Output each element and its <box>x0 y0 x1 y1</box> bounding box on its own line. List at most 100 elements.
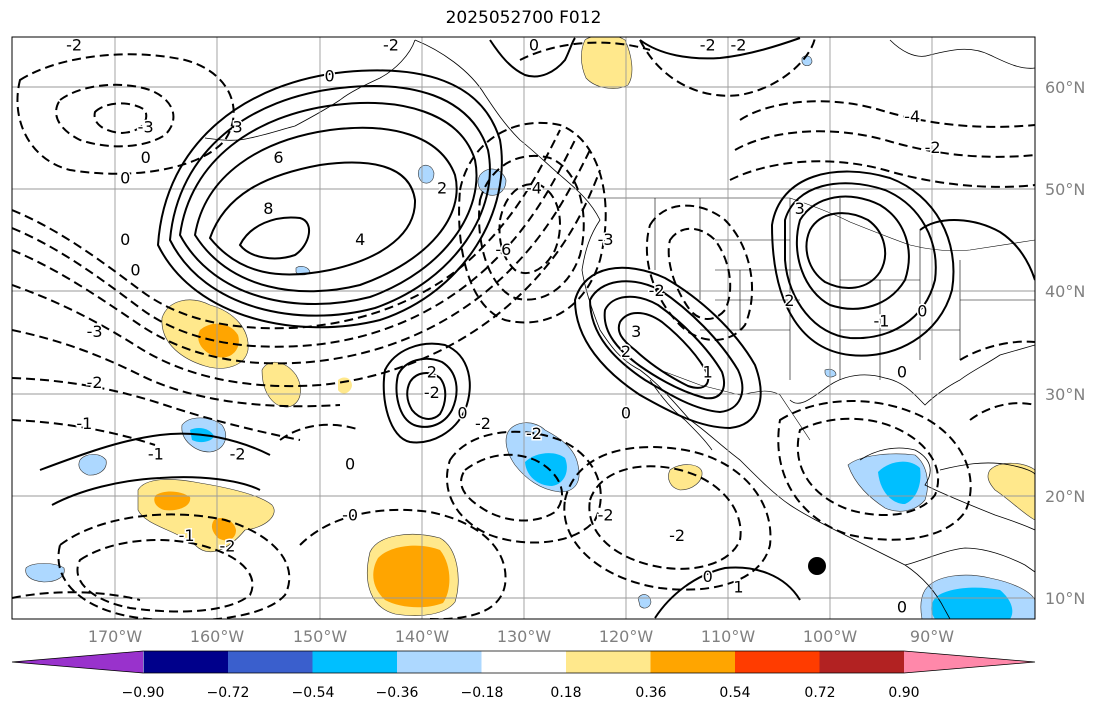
contour-solid <box>168 85 491 317</box>
contour-label: -1 <box>148 444 164 463</box>
contour-solid <box>395 357 458 428</box>
negative-contours <box>12 37 1035 619</box>
colorbar-tick-labels: −0.90 −0.72 −0.54 −0.36 −0.18 0.18 0.36 … <box>122 685 920 701</box>
lon-label: 140°W <box>395 627 450 646</box>
contour-label: 3 <box>233 117 243 136</box>
contour-label: 0 <box>703 567 713 586</box>
colorbar-segment <box>650 651 736 673</box>
contour-label: -2 <box>925 138 941 157</box>
colorbar-segment <box>481 651 567 673</box>
shade-negative <box>637 594 652 609</box>
contour-dashed <box>969 402 1035 421</box>
contour-solid <box>603 295 725 400</box>
colorbar-segment <box>143 651 229 673</box>
shade-positive <box>198 323 239 358</box>
contour-label: 0 <box>120 230 130 249</box>
colorbar-tick: −0.72 <box>207 685 250 701</box>
lon-label: 100°W <box>803 627 858 646</box>
contour-solid <box>795 195 910 310</box>
contour-label: 0 <box>917 301 927 320</box>
contour-label: -2 <box>87 373 103 392</box>
coastline-canada-east <box>889 39 1035 69</box>
contour-label: 1 <box>703 363 713 382</box>
shade-negative <box>417 164 435 184</box>
lon-label: 150°W <box>293 627 348 646</box>
colorbar-extension-low <box>12 651 143 673</box>
contour-label: -2 <box>598 506 614 525</box>
map-title: 2025052700 F012 <box>445 8 602 28</box>
contour-label: -2 <box>730 36 746 55</box>
us-canada-border <box>590 197 1035 252</box>
contour-solid <box>193 126 458 293</box>
contour-solid <box>919 219 1035 281</box>
contour-dashed <box>458 121 607 324</box>
contour-label: 2 <box>784 291 794 310</box>
contour-dashed <box>16 53 235 175</box>
shade-positive <box>987 462 1035 521</box>
contour-label: -3 <box>598 230 614 249</box>
lat-label: 40°N <box>1045 282 1085 301</box>
contour-solid <box>208 161 417 276</box>
colorbar-tick: 0.36 <box>635 685 666 701</box>
shade-negative <box>931 587 1013 619</box>
contour-solid <box>39 432 271 471</box>
contour-dashed <box>279 423 361 441</box>
contour-dashed <box>12 139 576 348</box>
contour-label: 3 <box>631 322 641 341</box>
shade-negative <box>801 55 813 67</box>
contour-solid <box>489 37 576 78</box>
contour-label: 2 <box>621 342 631 361</box>
contour-dashed <box>57 513 291 619</box>
contour-label: -2 <box>66 36 82 55</box>
lat-label: 60°N <box>1045 78 1085 97</box>
contour-label: -2 <box>669 526 685 545</box>
contour-label: -2 <box>219 536 235 555</box>
contour-dashed <box>460 453 564 522</box>
contour-dashed <box>498 183 561 275</box>
contour-dashed <box>93 102 148 135</box>
contour-label: 0 <box>621 404 631 423</box>
contour-dashed <box>55 83 175 148</box>
lat-label: 30°N <box>1045 385 1085 404</box>
contour-solid <box>238 216 310 260</box>
shade-positive <box>261 362 301 408</box>
contour-dashed <box>76 539 254 613</box>
colorbar-tick: −0.54 <box>292 685 335 701</box>
positive-contours <box>39 37 1035 619</box>
latitude-labels: 60°N 50°N 40°N 30°N 20°N 10°N <box>1045 78 1085 608</box>
contour-solid <box>51 476 261 506</box>
coastline-north-america-west <box>414 39 951 619</box>
lon-label: 120°W <box>599 627 654 646</box>
colorbar-segment <box>312 651 398 673</box>
contour-solid <box>784 182 937 340</box>
contour-label: 0 <box>141 148 151 167</box>
contour-dashed <box>734 130 1035 158</box>
lat-label: 20°N <box>1045 487 1085 506</box>
contour-label: -1 <box>179 526 195 545</box>
lon-label: 130°W <box>497 627 552 646</box>
shade-positive <box>668 464 703 491</box>
contour-dashed <box>478 154 585 301</box>
contour-dashed <box>519 41 651 61</box>
contour-label: -1 <box>874 312 890 331</box>
contour-dashed <box>739 100 1035 128</box>
contour-label: -1 <box>76 414 92 433</box>
contour-label: 0 <box>130 260 140 279</box>
contour-label: -3 <box>138 117 154 136</box>
contour-label: 0 <box>120 168 130 187</box>
contour-dashed <box>12 591 141 601</box>
lat-label: 10°N <box>1045 589 1085 608</box>
state-lines <box>654 198 1035 380</box>
contour-dashed <box>445 430 602 544</box>
lon-label: 110°W <box>701 627 756 646</box>
shade-negative <box>878 461 921 504</box>
colorbar-tick: 0.72 <box>804 685 835 701</box>
contour-label: 0 <box>345 455 355 474</box>
contour-solid <box>382 342 471 444</box>
coastline-alaska <box>204 39 416 141</box>
contour-label: -0 <box>342 506 358 525</box>
contour-solid <box>805 212 887 289</box>
colorbar-segment <box>228 651 313 673</box>
contour-label: -2 <box>424 383 440 402</box>
